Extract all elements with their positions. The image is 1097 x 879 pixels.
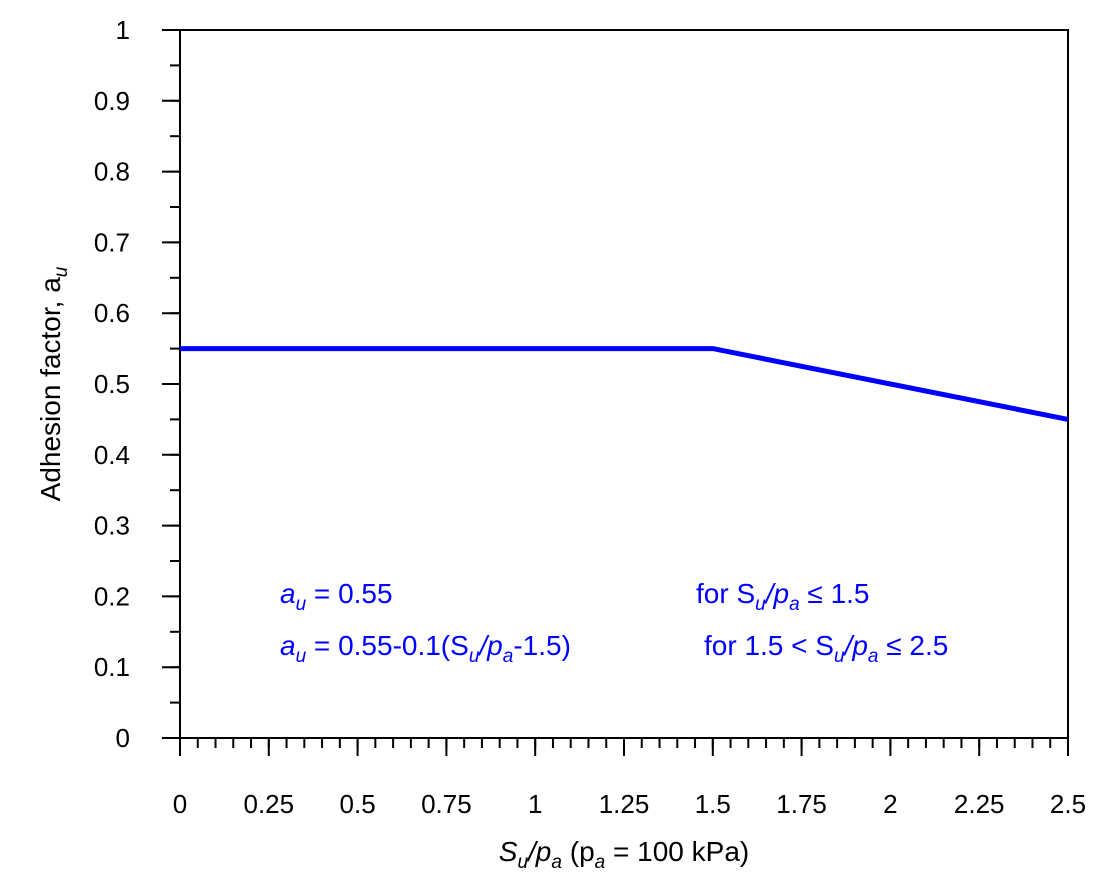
ann1-cond-pre: for S bbox=[696, 578, 755, 609]
ann2-eq-a: = 0.55-0.1(S bbox=[306, 630, 469, 661]
x-tick-label: 0.5 bbox=[340, 789, 376, 819]
x-tick-label: 2 bbox=[883, 789, 897, 819]
series-layer bbox=[180, 346, 1069, 422]
plot-frame bbox=[179, 29, 1069, 739]
annotation-line-2: au = 0.55-0.1(Su/pa-1.5) bbox=[280, 630, 571, 667]
x-tick-label: 0.25 bbox=[243, 789, 294, 819]
x-axis-title: Su/pa (pa = 100 kPa) bbox=[499, 836, 749, 873]
y-title-sub: u bbox=[51, 266, 72, 277]
x-title-open: (p bbox=[562, 836, 595, 867]
adhesion-factor-line bbox=[180, 346, 1069, 422]
ann2-cond-sub1: u bbox=[834, 646, 845, 667]
y-tick-label: 0.5 bbox=[94, 369, 130, 399]
y-tick-label: 0.4 bbox=[94, 440, 130, 470]
ann1-lhs-sub: u bbox=[296, 594, 307, 615]
ann1-cond-mid: /p bbox=[764, 578, 789, 609]
y-tick-label: 0.6 bbox=[94, 298, 130, 328]
ann2-cond-post: ≤ 2.5 bbox=[878, 630, 948, 661]
y-tick-label: 0.9 bbox=[94, 86, 130, 116]
ann1-cond-sub2: a bbox=[789, 594, 800, 615]
equation-annotations: au = 0.55 for Su/pa ≤ 1.5 au = 0.55-0.1(… bbox=[280, 578, 948, 667]
ann1-eq: = 0.55 bbox=[306, 578, 392, 609]
annotation-line-2-condition: for 1.5 < Su/pa ≤ 2.5 bbox=[704, 630, 948, 667]
ann2-cond-sub2: a bbox=[868, 646, 879, 667]
y-tick-label: 1 bbox=[116, 15, 130, 45]
x-tick-label: 0.75 bbox=[421, 789, 472, 819]
ann2-eq-sub2: a bbox=[503, 646, 514, 667]
ann2-eq-c: -1.5) bbox=[513, 630, 571, 661]
x-tick-labels: 0 0.25 0.5 0.75 1 1.25 1.5 1.75 2 2.25 2.5 bbox=[173, 789, 1086, 819]
y-title-main: Adhesion factor, a bbox=[35, 277, 66, 502]
x-tick-label: 1 bbox=[528, 789, 542, 819]
y-tick-label: 0.8 bbox=[94, 157, 130, 187]
y-tick-label: 0.7 bbox=[94, 227, 130, 257]
x-tick-label: 1.5 bbox=[695, 789, 731, 819]
x-title-sub-a2: a bbox=[595, 852, 606, 873]
y-tick-label: 0.2 bbox=[94, 581, 130, 611]
y-tick-label: 0 bbox=[116, 723, 130, 753]
x-tick-label: 2.25 bbox=[954, 789, 1005, 819]
y-axis-title: Adhesion factor, au bbox=[35, 266, 72, 501]
ann2-cond-pre: for 1.5 < S bbox=[704, 630, 834, 661]
ann2-lhs-sub: u bbox=[296, 646, 307, 667]
ann2-eq-b: /p bbox=[477, 630, 502, 661]
annotation-line-1: au = 0.55 bbox=[280, 578, 393, 615]
ann2-eq-sub1: u bbox=[469, 646, 480, 667]
x-tick-label: 1.25 bbox=[599, 789, 650, 819]
ann2-cond-mid: /p bbox=[843, 630, 868, 661]
x-title-rest: = 100 kPa) bbox=[605, 836, 749, 867]
ann2-lhs: a bbox=[280, 630, 296, 661]
y-tick-label: 0.3 bbox=[94, 511, 130, 541]
x-title-sub-a: a bbox=[551, 852, 562, 873]
ann1-cond-post: ≤ 1.5 bbox=[800, 578, 870, 609]
x-title-s: S bbox=[499, 836, 518, 867]
x-title-sub-u: u bbox=[517, 852, 528, 873]
annotation-line-1-condition: for Su/pa ≤ 1.5 bbox=[696, 578, 870, 615]
x-tick-label: 2.5 bbox=[1050, 789, 1086, 819]
ann1-lhs: a bbox=[280, 578, 296, 609]
x-tick-label: 0 bbox=[173, 789, 187, 819]
major-ticks bbox=[162, 29, 1069, 756]
ann1-cond-sub1: u bbox=[755, 594, 766, 615]
y-tick-labels: 0 0.1 0.2 0.3 0.4 0.5 0.6 0.7 0.8 0.9 1 bbox=[94, 15, 130, 753]
x-title-slash: /p bbox=[526, 836, 551, 867]
x-tick-label: 1.75 bbox=[776, 789, 827, 819]
y-tick-label: 0.1 bbox=[94, 652, 130, 682]
